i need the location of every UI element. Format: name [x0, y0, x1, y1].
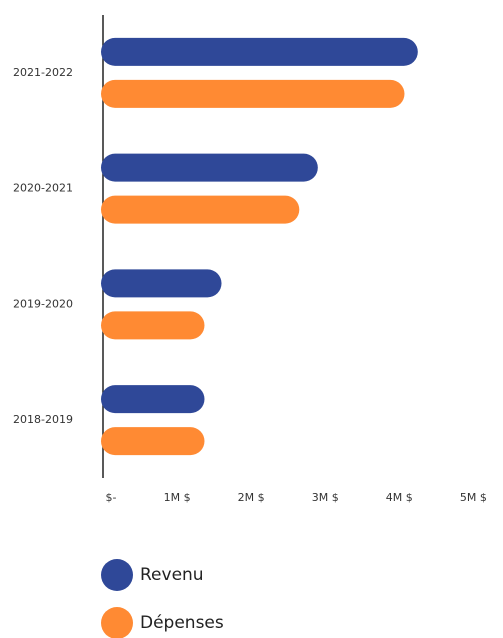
- x-tick-label: $-: [106, 491, 117, 504]
- category-label: 2019-2020: [13, 297, 73, 310]
- bar: [101, 195, 300, 224]
- bar: [101, 311, 205, 340]
- x-tick-label: 5M $: [460, 491, 487, 504]
- bar: [101, 79, 405, 108]
- category-label: 2020-2021: [13, 182, 73, 195]
- x-tick-label: 4M $: [386, 491, 413, 504]
- bar: [101, 269, 222, 298]
- bar: [101, 153, 318, 182]
- legend-swatch: [101, 559, 133, 591]
- bar: [101, 385, 205, 414]
- category-label: 2018-2019: [13, 413, 73, 426]
- legend-label: Revenu: [140, 565, 204, 585]
- bar: [101, 427, 205, 456]
- x-tick-label: 2M $: [238, 491, 265, 504]
- legend-label: Dépenses: [140, 613, 224, 633]
- x-tick-label: 3M $: [312, 491, 339, 504]
- category-label: 2021-2022: [13, 66, 73, 79]
- x-tick-label: 1M $: [164, 491, 191, 504]
- bar: [101, 37, 418, 66]
- legend-swatch: [101, 607, 133, 638]
